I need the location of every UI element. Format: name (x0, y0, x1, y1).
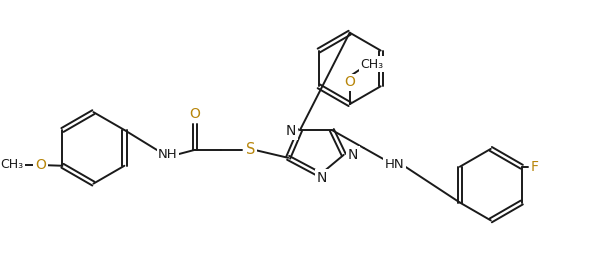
Text: S: S (246, 142, 255, 157)
Text: O: O (35, 158, 46, 172)
Text: N: N (348, 148, 358, 162)
Text: N: N (286, 124, 296, 138)
Text: CH₃: CH₃ (360, 58, 383, 71)
Text: N: N (317, 171, 327, 185)
Text: F: F (531, 160, 538, 174)
Text: CH₃: CH₃ (0, 158, 23, 171)
Text: O: O (344, 75, 355, 89)
Text: NH: NH (158, 148, 178, 161)
Text: O: O (189, 107, 200, 121)
Text: HN: HN (385, 158, 404, 171)
